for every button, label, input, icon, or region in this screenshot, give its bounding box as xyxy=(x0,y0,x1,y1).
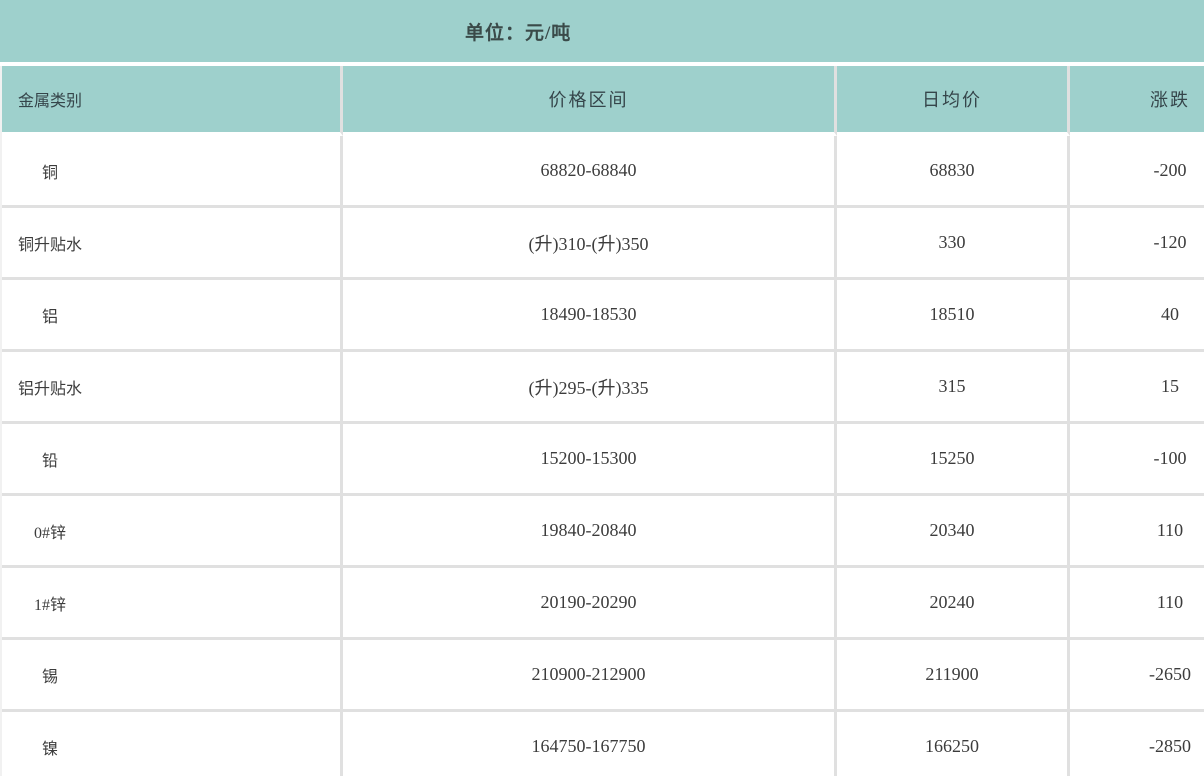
metal-category-cell: 铜 xyxy=(2,136,343,208)
daily-average-cell: 68830 xyxy=(837,136,1070,208)
change-cell: -200 xyxy=(1070,136,1204,208)
metal-name: 锡 xyxy=(41,668,58,686)
metal-name: 1#锌 xyxy=(33,596,66,614)
metal-category-cell: 铝升贴水 xyxy=(2,352,343,424)
metal-name: 铜升贴水 xyxy=(17,236,82,254)
column-header-change: 涨跌 xyxy=(1070,66,1204,136)
metal-name: 铅 xyxy=(41,452,58,470)
price-range-cell: 18490-18530 xyxy=(343,280,837,352)
metal-category-cell: 1#锌 xyxy=(2,568,343,640)
daily-average-cell: 211900 xyxy=(837,640,1070,712)
daily-average-cell: 18510 xyxy=(837,280,1070,352)
column-header-price-range: 价格区间 xyxy=(343,66,837,136)
metal-name: 铝 xyxy=(41,308,58,326)
metal-price-table: 金属类别 价格区间 日均价 涨跌 铜 68820-68840 68830 -20… xyxy=(2,66,1204,776)
price-range-cell: 68820-68840 xyxy=(343,136,837,208)
unit-bar: 单位：元/吨 xyxy=(0,0,1204,62)
column-header-daily-average: 日均价 xyxy=(837,66,1070,136)
price-range-cell: (升)295-(升)335 xyxy=(343,352,837,424)
change-cell: 40 xyxy=(1070,280,1204,352)
table-row: 铜升贴水 (升)310-(升)350 330 -120 xyxy=(2,208,1204,280)
daily-average-cell: 330 xyxy=(837,208,1070,280)
metal-name: 铜 xyxy=(41,164,58,182)
change-cell: -2850 xyxy=(1070,712,1204,776)
change-cell: -100 xyxy=(1070,424,1204,496)
price-table-wrap: 金属类别 价格区间 日均价 涨跌 铜 68820-68840 68830 -20… xyxy=(0,66,1204,776)
metal-category-cell: 铅 xyxy=(2,424,343,496)
column-header-metal-category: 金属类别 xyxy=(2,66,343,136)
table-row: 铝升贴水 (升)295-(升)335 315 15 xyxy=(2,352,1204,424)
table-body: 铜 68820-68840 68830 -200 铜升贴水 (升)310-(升)… xyxy=(2,136,1204,776)
daily-average-cell: 315 xyxy=(837,352,1070,424)
metal-category-cell: 锡 xyxy=(2,640,343,712)
metal-category-cell: 镍 xyxy=(2,712,343,776)
table-row: 镍 164750-167750 166250 -2850 xyxy=(2,712,1204,776)
daily-average-cell: 20340 xyxy=(837,496,1070,568)
price-range-cell: 15200-15300 xyxy=(343,424,837,496)
daily-average-cell: 166250 xyxy=(837,712,1070,776)
change-cell: 110 xyxy=(1070,568,1204,640)
change-cell: 15 xyxy=(1070,352,1204,424)
price-range-cell: (升)310-(升)350 xyxy=(343,208,837,280)
metal-name: 铝升贴水 xyxy=(17,380,82,398)
daily-average-cell: 15250 xyxy=(837,424,1070,496)
price-range-cell: 210900-212900 xyxy=(343,640,837,712)
table-row: 铜 68820-68840 68830 -200 xyxy=(2,136,1204,208)
table-row: 0#锌 19840-20840 20340 110 xyxy=(2,496,1204,568)
table-row: 铅 15200-15300 15250 -100 xyxy=(2,424,1204,496)
change-cell: 110 xyxy=(1070,496,1204,568)
unit-label: 单位：元/吨 xyxy=(465,22,572,44)
change-cell: -120 xyxy=(1070,208,1204,280)
metal-name: 0#锌 xyxy=(33,524,66,542)
header-row: 金属类别 价格区间 日均价 涨跌 xyxy=(2,66,1204,136)
table-row: 1#锌 20190-20290 20240 110 xyxy=(2,568,1204,640)
metal-category-cell: 铜升贴水 xyxy=(2,208,343,280)
metal-name: 镍 xyxy=(41,740,58,758)
price-range-cell: 19840-20840 xyxy=(343,496,837,568)
price-range-cell: 20190-20290 xyxy=(343,568,837,640)
metal-category-cell: 0#锌 xyxy=(2,496,343,568)
price-range-cell: 164750-167750 xyxy=(343,712,837,776)
daily-average-cell: 20240 xyxy=(837,568,1070,640)
table-row: 铝 18490-18530 18510 40 xyxy=(2,280,1204,352)
change-cell: -2650 xyxy=(1070,640,1204,712)
table-row: 锡 210900-212900 211900 -2650 xyxy=(2,640,1204,712)
metal-category-cell: 铝 xyxy=(2,280,343,352)
